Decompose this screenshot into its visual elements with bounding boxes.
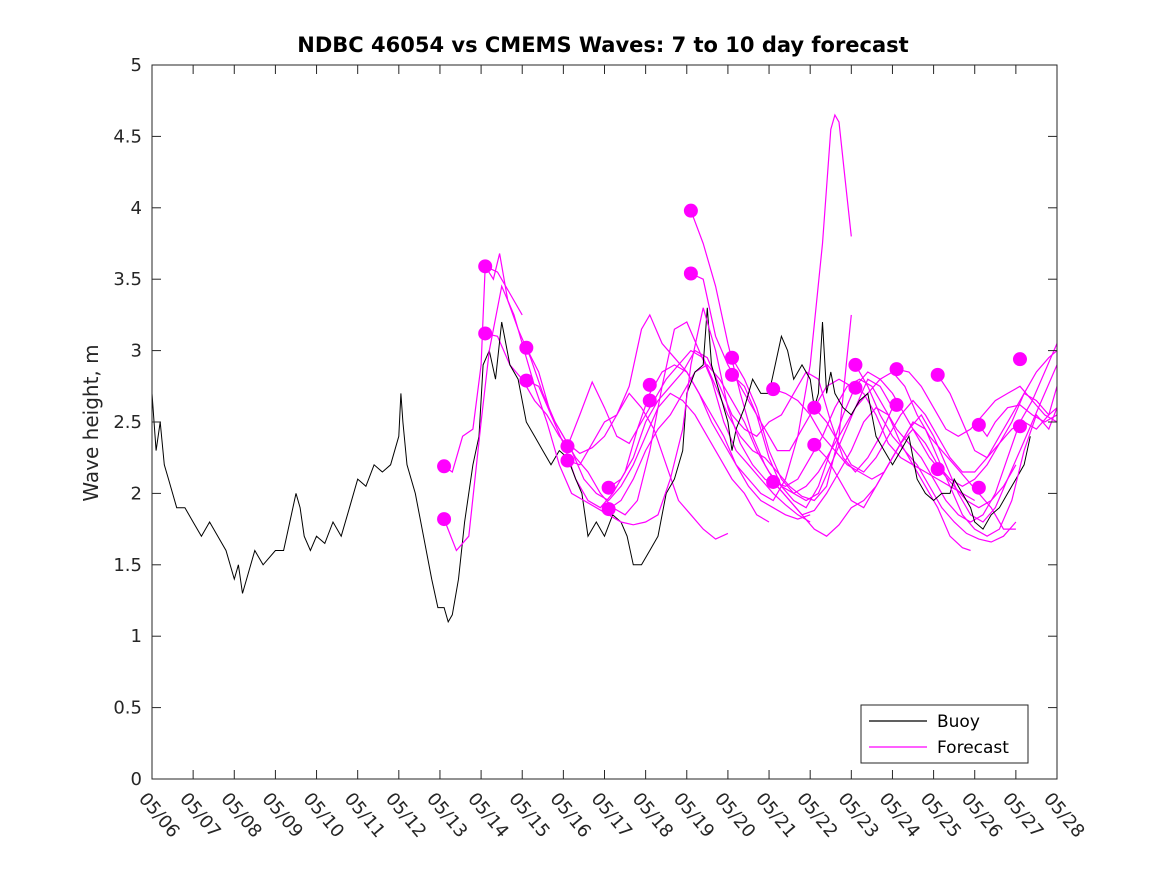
forecast-start-marker-28 xyxy=(1012,352,1027,367)
forecast-start-marker-13 xyxy=(683,266,698,281)
forecast-curve-11 xyxy=(731,357,1016,530)
forecast-curve-7 xyxy=(608,349,894,489)
forecast-start-marker-12 xyxy=(683,203,698,218)
forecast-start-marker-17 xyxy=(766,474,781,489)
y-axis-label: Wave height, m xyxy=(79,344,103,501)
y-tick-label-5: 2.5 xyxy=(113,412,142,433)
forecast-series-line xyxy=(443,284,1057,552)
forecast-start-marker-18 xyxy=(807,400,822,415)
forecast-start-marker-27 xyxy=(971,480,986,495)
forecast-start-marker-5 xyxy=(519,373,534,388)
forecast-start-marker-1 xyxy=(437,512,452,527)
forecast-start-marker-23 xyxy=(889,397,904,412)
legend-box xyxy=(860,704,1029,764)
legend: Buoy Forecast xyxy=(860,704,1029,764)
forecast-curve-6 xyxy=(567,113,852,502)
y-tick-label-3: 1.5 xyxy=(113,555,142,576)
forecast-start-marker-0 xyxy=(437,459,452,474)
buoy-series-line xyxy=(152,307,1031,624)
forecast-start-marker-14 xyxy=(725,350,740,365)
forecast-start-marker-25 xyxy=(930,462,945,477)
y-tick-label-7: 3.5 xyxy=(113,269,142,290)
y-tick-label-8: 4 xyxy=(131,198,142,219)
y-tick-label-6: 3 xyxy=(131,341,142,362)
forecast-start-marker-15 xyxy=(725,367,740,382)
forecast-curve-17 xyxy=(854,364,1017,543)
forecast-curve-20 xyxy=(978,404,1057,438)
forecast-curve-1 xyxy=(485,332,770,523)
forecast-curve-8 xyxy=(608,364,894,510)
forecast-start-marker-6 xyxy=(560,439,575,454)
forecast-start-marker-24 xyxy=(930,367,945,382)
y-tick-label-2: 1 xyxy=(131,626,142,647)
forecast-start-marker-3 xyxy=(478,326,493,341)
forecast-start-marker-29 xyxy=(1012,419,1027,434)
forecast-start-marker-9 xyxy=(601,502,616,517)
forecast-start-marker-16 xyxy=(766,382,781,397)
y-tick-label-9: 4.5 xyxy=(113,126,142,147)
forecast-curve-5 xyxy=(566,314,852,502)
forecast-curve-13 xyxy=(773,343,1057,523)
forecast-curve-15 xyxy=(813,392,1057,473)
y-tick-label-4: 2 xyxy=(131,483,142,504)
forecast-start-marker-26 xyxy=(971,417,986,432)
forecast-curve-4 xyxy=(526,321,811,523)
forecast-start-marker-21 xyxy=(848,380,863,395)
forecast-start-marker-8 xyxy=(601,480,616,495)
forecast-start-marker-2 xyxy=(478,259,493,274)
y-tick-label-0: 0 xyxy=(131,769,142,790)
forecast-start-marker-20 xyxy=(848,357,863,372)
legend-label-forecast: Forecast xyxy=(937,738,1009,758)
y-tick-label-1: 0.5 xyxy=(113,698,142,719)
forecast-curve-14 xyxy=(773,364,1057,523)
chart-title: NDBC 46054 vs CMEMS Waves: 7 to 10 day f… xyxy=(297,33,908,57)
y-tick-label-10: 5 xyxy=(131,55,142,76)
legend-label-buoy: Buoy xyxy=(937,712,980,732)
forecast-start-marker-11 xyxy=(642,393,657,408)
forecast-curve-19 xyxy=(937,350,1057,459)
forecast-curve-9 xyxy=(690,210,971,552)
forecast-start-marker-4 xyxy=(519,340,534,355)
forecast-start-marker-7 xyxy=(560,453,575,468)
forecast-start-marker-19 xyxy=(807,437,822,452)
plot-area xyxy=(152,113,1057,624)
forecast-start-marker-10 xyxy=(642,377,657,392)
forecast-start-marker-22 xyxy=(889,362,904,377)
